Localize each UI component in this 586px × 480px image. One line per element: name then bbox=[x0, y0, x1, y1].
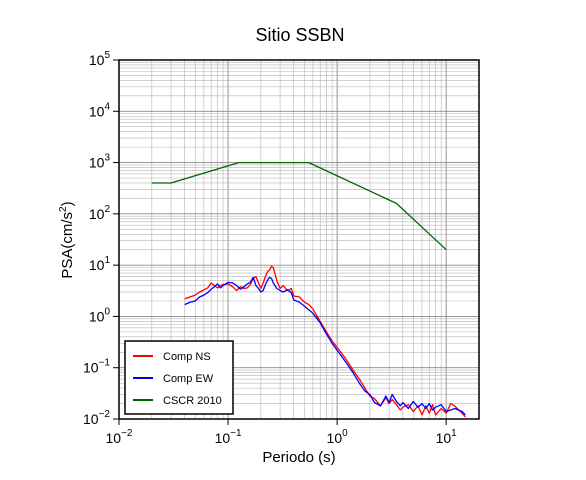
y-axis-label-sup: 2 bbox=[58, 206, 69, 212]
y-tick-label: 103 bbox=[89, 153, 111, 171]
y-tick-label: 10−1 bbox=[83, 358, 110, 376]
x-tick-label: 100 bbox=[327, 428, 349, 446]
series-line-2 bbox=[151, 161, 447, 251]
y-axis-ticks: 10−2 10−1 100 101 102 103 104 105 bbox=[83, 50, 119, 427]
series-line-1 bbox=[184, 276, 466, 416]
legend-label: Comp NS bbox=[163, 351, 211, 363]
legend-label: Comp EW bbox=[163, 373, 214, 385]
x-tick-label: 101 bbox=[436, 428, 458, 446]
series-line-0 bbox=[184, 265, 466, 418]
y-tick-label: 104 bbox=[89, 101, 111, 119]
legend-label: CSCR 2010 bbox=[163, 395, 222, 407]
legend: Comp NS Comp EW CSCR 2010 bbox=[124, 340, 234, 415]
y-tick-label: 10−2 bbox=[83, 409, 110, 427]
y-tick-label: 101 bbox=[89, 255, 111, 273]
plot-area bbox=[151, 161, 466, 418]
y-tick-label: 100 bbox=[89, 306, 111, 324]
x-tick-label: 10−1 bbox=[215, 428, 242, 446]
y-axis-label: PSA(cm/s2) bbox=[58, 201, 76, 278]
y-axis-label-base: PSA(cm/s bbox=[59, 212, 76, 279]
x-tick-label: 10−2 bbox=[106, 428, 133, 446]
y-axis-label-close: ) bbox=[59, 201, 76, 206]
y-tick-label: 102 bbox=[89, 204, 111, 222]
y-tick-label: 105 bbox=[89, 50, 111, 68]
x-axis-ticks: 10−2 10−1 100 101 bbox=[106, 419, 458, 446]
x-axis-label: Periodo (s) bbox=[262, 449, 335, 466]
chart-title: Sitio SSBN bbox=[255, 25, 344, 45]
plot-frame bbox=[118, 59, 480, 420]
